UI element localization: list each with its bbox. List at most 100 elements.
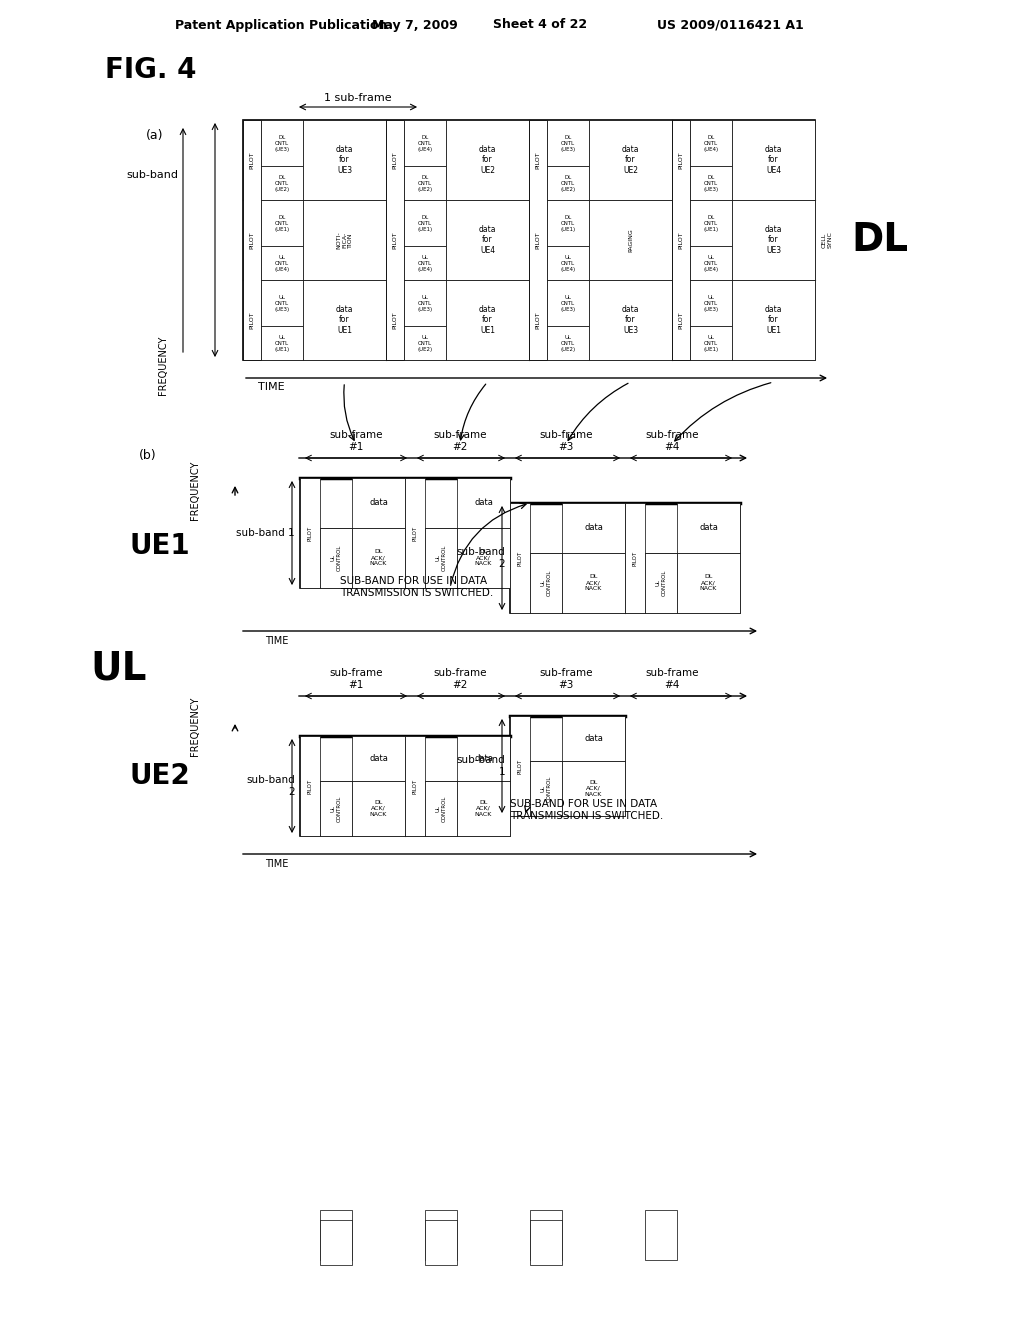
Bar (404, 247, 446, 280)
Bar (446, 201, 529, 280)
Bar (303, 201, 386, 280)
Text: UL
CNTL
(UE2): UL CNTL (UE2) (560, 335, 575, 351)
Text: PILOT: PILOT (250, 312, 255, 329)
Text: PILOT: PILOT (517, 550, 522, 565)
Text: UL
CNTL
(UE4): UL CNTL (UE4) (418, 255, 432, 272)
Text: data: data (369, 754, 388, 763)
Text: DL
CNTL
(UE2): DL CNTL (UE2) (560, 176, 575, 191)
Bar (261, 201, 303, 247)
Text: PILOT: PILOT (679, 312, 683, 329)
Bar (300, 478, 510, 587)
Bar (352, 737, 406, 781)
Text: UL
CNTL
(UE4): UL CNTL (UE4) (560, 255, 575, 272)
Bar (243, 120, 261, 360)
Text: data
for
UE2: data for UE2 (622, 145, 639, 176)
Text: PILOT: PILOT (679, 231, 683, 248)
Bar (300, 478, 319, 587)
Text: DL
CNTL
(UE4): DL CNTL (UE4) (703, 135, 719, 152)
Bar (446, 120, 529, 201)
Text: DL
ACK/
NACK: DL ACK/ NACK (585, 574, 602, 591)
Text: UL
CNTL
(UE1): UL CNTL (UE1) (274, 335, 290, 351)
Text: FREQUENCY: FREQUENCY (190, 461, 200, 520)
Bar (547, 120, 589, 166)
Bar (425, 1220, 457, 1265)
Text: PAGING: PAGING (628, 228, 633, 252)
Text: sub-band
2: sub-band 2 (246, 775, 295, 797)
Bar (677, 503, 740, 553)
Text: data: data (369, 498, 388, 507)
Bar (261, 247, 303, 280)
Text: UL
CNTL
(UE3): UL CNTL (UE3) (418, 294, 432, 312)
Text: PILOT: PILOT (536, 312, 541, 329)
Text: DL
CNTL
(UE1): DL CNTL (UE1) (418, 215, 432, 231)
Bar (352, 478, 406, 528)
Text: data: data (699, 523, 718, 532)
Bar (261, 280, 303, 326)
Text: PILOT: PILOT (250, 152, 255, 169)
Text: #3: #3 (558, 442, 573, 451)
Bar (530, 1220, 562, 1265)
Text: sub-frame: sub-frame (645, 430, 698, 440)
Text: PILOT: PILOT (679, 152, 683, 169)
Text: TIME: TIME (258, 381, 285, 392)
Bar (625, 503, 645, 612)
Text: FIG. 4: FIG. 4 (105, 55, 197, 84)
Text: data
for
UE2: data for UE2 (479, 145, 497, 176)
Bar (690, 120, 732, 166)
Text: UL
CNTL
(UE3): UL CNTL (UE3) (560, 294, 575, 312)
Bar (690, 280, 732, 326)
Text: data: data (474, 498, 493, 507)
Bar (404, 120, 446, 166)
Bar (732, 280, 815, 360)
Text: PILOT: PILOT (392, 152, 397, 169)
Text: PILOT: PILOT (413, 779, 418, 793)
Bar (319, 1210, 352, 1259)
Text: UL
CONTROL: UL CONTROL (331, 796, 341, 821)
Text: PILOT: PILOT (536, 231, 541, 248)
Bar (300, 737, 510, 836)
Bar (319, 528, 352, 587)
Text: UL
CNTL
(UE4): UL CNTL (UE4) (703, 255, 719, 272)
Bar (457, 528, 510, 587)
Text: DL
CNTL
(UE3): DL CNTL (UE3) (703, 176, 719, 191)
Bar (547, 201, 589, 247)
Bar (547, 166, 589, 201)
Text: PILOT: PILOT (536, 152, 541, 169)
Text: PILOT: PILOT (517, 759, 522, 774)
Bar (732, 201, 815, 280)
Text: data: data (474, 754, 493, 763)
Bar (243, 120, 815, 360)
Bar (261, 326, 303, 360)
Text: sub-frame: sub-frame (645, 668, 698, 678)
Bar (589, 201, 672, 280)
Bar (457, 781, 510, 836)
Text: PILOT: PILOT (633, 550, 638, 565)
Text: UL
CONTROL: UL CONTROL (435, 796, 446, 821)
Text: data: data (584, 523, 603, 532)
Text: PILOT: PILOT (392, 231, 397, 248)
Bar (352, 781, 406, 836)
Bar (510, 503, 530, 612)
Bar (404, 280, 446, 326)
Text: SUB-BAND FOR USE IN DATA: SUB-BAND FOR USE IN DATA (340, 576, 487, 586)
Text: data
for
UE4: data for UE4 (765, 145, 782, 176)
Text: UL
CONTROL: UL CONTROL (541, 775, 551, 801)
Text: DL: DL (851, 220, 908, 259)
Text: #2: #2 (453, 680, 468, 690)
Bar (547, 247, 589, 280)
Bar (303, 120, 386, 201)
Text: DL
CNTL
(UE3): DL CNTL (UE3) (274, 135, 290, 152)
Text: data
for
UE3: data for UE3 (622, 305, 639, 335)
Text: data
for
UE3: data for UE3 (765, 226, 782, 255)
Bar (530, 553, 562, 612)
Bar (547, 326, 589, 360)
Bar (404, 326, 446, 360)
Text: UL
CNTL
(UE3): UL CNTL (UE3) (703, 294, 719, 312)
Text: #2: #2 (453, 442, 468, 451)
Bar (404, 201, 446, 247)
Bar (352, 528, 406, 587)
Bar (510, 503, 740, 612)
Bar (690, 326, 732, 360)
Text: sub-band 1: sub-band 1 (237, 528, 295, 539)
Text: May 7, 2009: May 7, 2009 (372, 18, 458, 32)
